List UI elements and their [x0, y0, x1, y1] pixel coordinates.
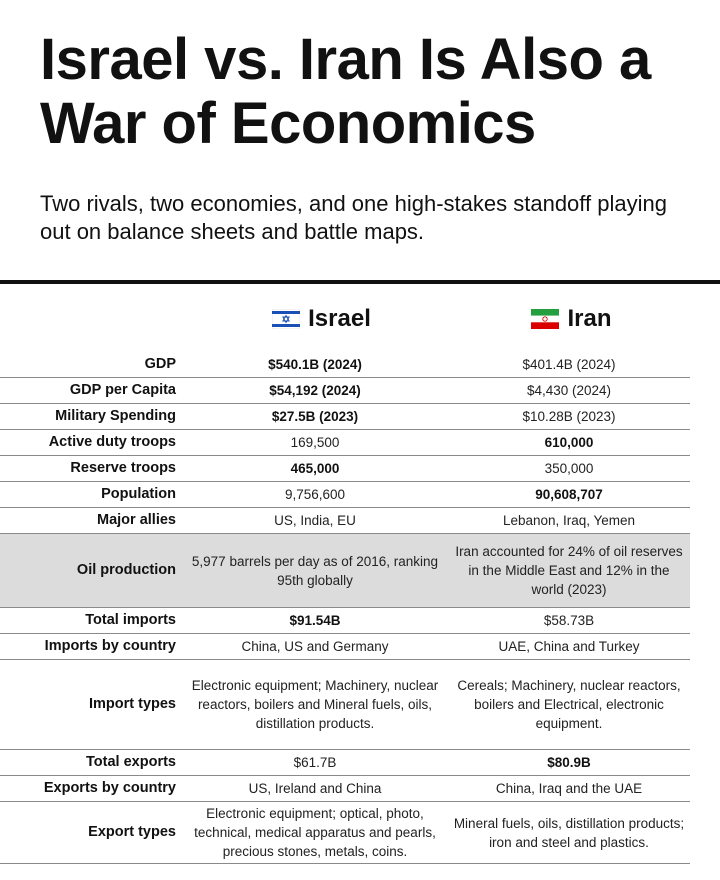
- table-row: Imports by country China, US and Germany U…: [0, 634, 690, 660]
- israel-value: US, India, EU: [274, 513, 356, 528]
- page-subtitle: Two rivals, two economies, and one high-…: [40, 191, 667, 244]
- iran-value: 350,000: [544, 461, 594, 476]
- table-row: GDP per Capita $54,192 (2024) $4,430 (2024…: [0, 378, 690, 404]
- iran-value: $4,430 (2024): [526, 383, 612, 398]
- israel-value: $54,192 (2024): [269, 383, 361, 398]
- israel-value: Electronic equipment; Machinery, nuclear…: [191, 678, 439, 731]
- iran-value: $401.4B (2024): [522, 357, 616, 372]
- israel-value: $61.7B: [293, 755, 337, 770]
- row-label: Reserve troops: [70, 460, 176, 476]
- row-label: Active duty troops: [48, 434, 176, 450]
- iran-value: 610,000: [544, 435, 594, 450]
- row-label: Population: [101, 486, 176, 502]
- row-label: Major allies: [97, 512, 176, 528]
- iran-value: Cereals; Machinery, nuclear reactors, bo…: [457, 678, 681, 731]
- israel-value: 5,977 barrels per day as of 2016, rankin…: [191, 553, 439, 588]
- iran-value: Lebanon, Iraq, Yemen: [502, 513, 636, 528]
- row-label: Total imports: [85, 612, 176, 628]
- iran-value: China, Iraq and the UAE: [495, 781, 643, 796]
- column-header-israel-label: Israel: [308, 305, 371, 332]
- israel-value: Electronic equipment; optical, photo, te…: [194, 806, 436, 859]
- table-row: Total imports $91.54B $58.73B: [0, 608, 690, 634]
- table-row: Active duty troops 169,500 610,000: [0, 430, 690, 456]
- table-row: Total exports $61.7B $80.9B: [0, 750, 690, 776]
- divider-rule: [0, 280, 720, 284]
- table-row: Major allies US, India, EU Lebanon, Iraq, …: [0, 508, 690, 534]
- table-row: Reserve troops 465,000 350,000: [0, 456, 690, 482]
- page-title: Israel vs. Iran Is Also a War of Economi…: [40, 27, 651, 156]
- iran-flag-icon: [531, 309, 560, 329]
- column-header-iran: Iran: [453, 302, 690, 336]
- comparison-table: GDP $540.1B (2024) $401.4B (2024) GDP per C…: [0, 352, 690, 864]
- table-row: Export types Electronic equipment; optica…: [0, 802, 690, 864]
- column-header-iran-label: Iran: [567, 305, 612, 332]
- table-row: Population 9,756,600 90,608,707: [0, 482, 690, 508]
- row-label: Total exports: [86, 754, 176, 770]
- israel-flag-icon: [272, 309, 301, 329]
- israel-value: 465,000: [290, 461, 340, 476]
- iran-value: UAE, China and Turkey: [498, 639, 640, 654]
- israel-value: $27.5B (2023): [271, 409, 359, 424]
- israel-value: US, Ireland and China: [248, 781, 382, 796]
- column-header-israel: Israel: [193, 302, 450, 336]
- iran-value: Iran accounted for 24% of oil reserves i…: [455, 544, 683, 597]
- iran-value: $10.28B (2023): [522, 409, 616, 424]
- israel-value: 9,756,600: [284, 487, 346, 502]
- table-row: Import types Electronic equipment; Machin…: [0, 660, 690, 750]
- table-row: Military Spending $27.5B (2023) $10.28B (2…: [0, 404, 690, 430]
- row-label: Import types: [88, 696, 176, 712]
- iran-value: 90,608,707: [535, 487, 603, 502]
- row-label: Oil production: [76, 562, 176, 578]
- israel-value: 169,500: [290, 435, 340, 450]
- iran-value: $58.73B: [543, 613, 595, 628]
- israel-value: $91.54B: [289, 613, 341, 628]
- table-row: GDP $540.1B (2024) $401.4B (2024): [0, 352, 690, 378]
- iran-value: Mineral fuels, oils, distillation produc…: [453, 815, 685, 850]
- iran-value: $80.9B: [547, 755, 591, 770]
- israel-value: China, US and Germany: [241, 639, 389, 654]
- row-label: Imports by country: [44, 638, 176, 654]
- table-row: Exports by country US, Ireland and China C…: [0, 776, 690, 802]
- israel-value: $540.1B (2024): [268, 357, 362, 372]
- row-label: Military Spending: [55, 408, 176, 424]
- row-label: Exports by country: [43, 780, 176, 796]
- table-row: Oil production 5,977 barrels per day as o…: [0, 534, 690, 608]
- row-label: GDP per Capita: [69, 382, 176, 398]
- row-label: Export types: [88, 824, 176, 840]
- row-label: GDP: [144, 356, 176, 372]
